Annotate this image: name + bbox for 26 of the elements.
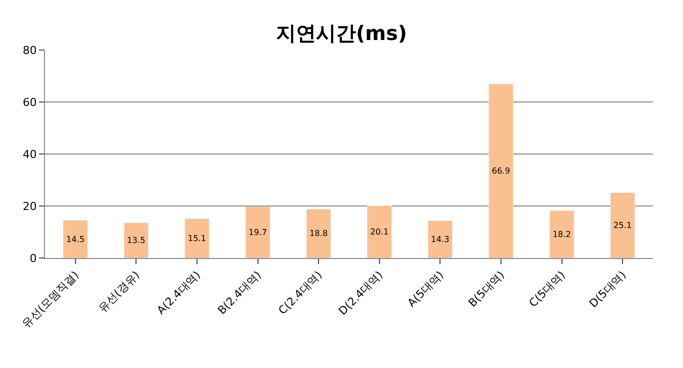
y-tick-label: 80 — [22, 44, 37, 57]
data-label: 14.5 — [66, 234, 85, 244]
data-label: 14.3 — [431, 234, 450, 244]
bar — [488, 84, 514, 258]
y-tick-label: 0 — [30, 252, 37, 265]
y-tick-label: 40 — [22, 148, 37, 161]
chart-title: 지연시간(ms) — [276, 20, 408, 45]
bar — [306, 208, 332, 258]
bar — [549, 210, 574, 258]
data-label: 66.9 — [492, 166, 510, 176]
data-label: 19.7 — [248, 227, 267, 238]
bar — [184, 218, 210, 258]
bar — [62, 220, 88, 258]
data-label: 18.8 — [309, 228, 328, 238]
data-label: 15.1 — [188, 232, 206, 243]
bar — [366, 205, 392, 258]
y-tick-label: 20 — [22, 200, 37, 213]
y-tick-label: 60 — [22, 96, 37, 109]
data-label: 25.1 — [613, 220, 632, 230]
data-label: 13.5 — [127, 235, 146, 246]
bar — [428, 220, 453, 258]
bar — [124, 222, 149, 258]
data-label: 20.1 — [370, 226, 389, 236]
bar — [610, 192, 636, 258]
bar — [245, 206, 270, 258]
data-label: 18.2 — [552, 228, 571, 239]
